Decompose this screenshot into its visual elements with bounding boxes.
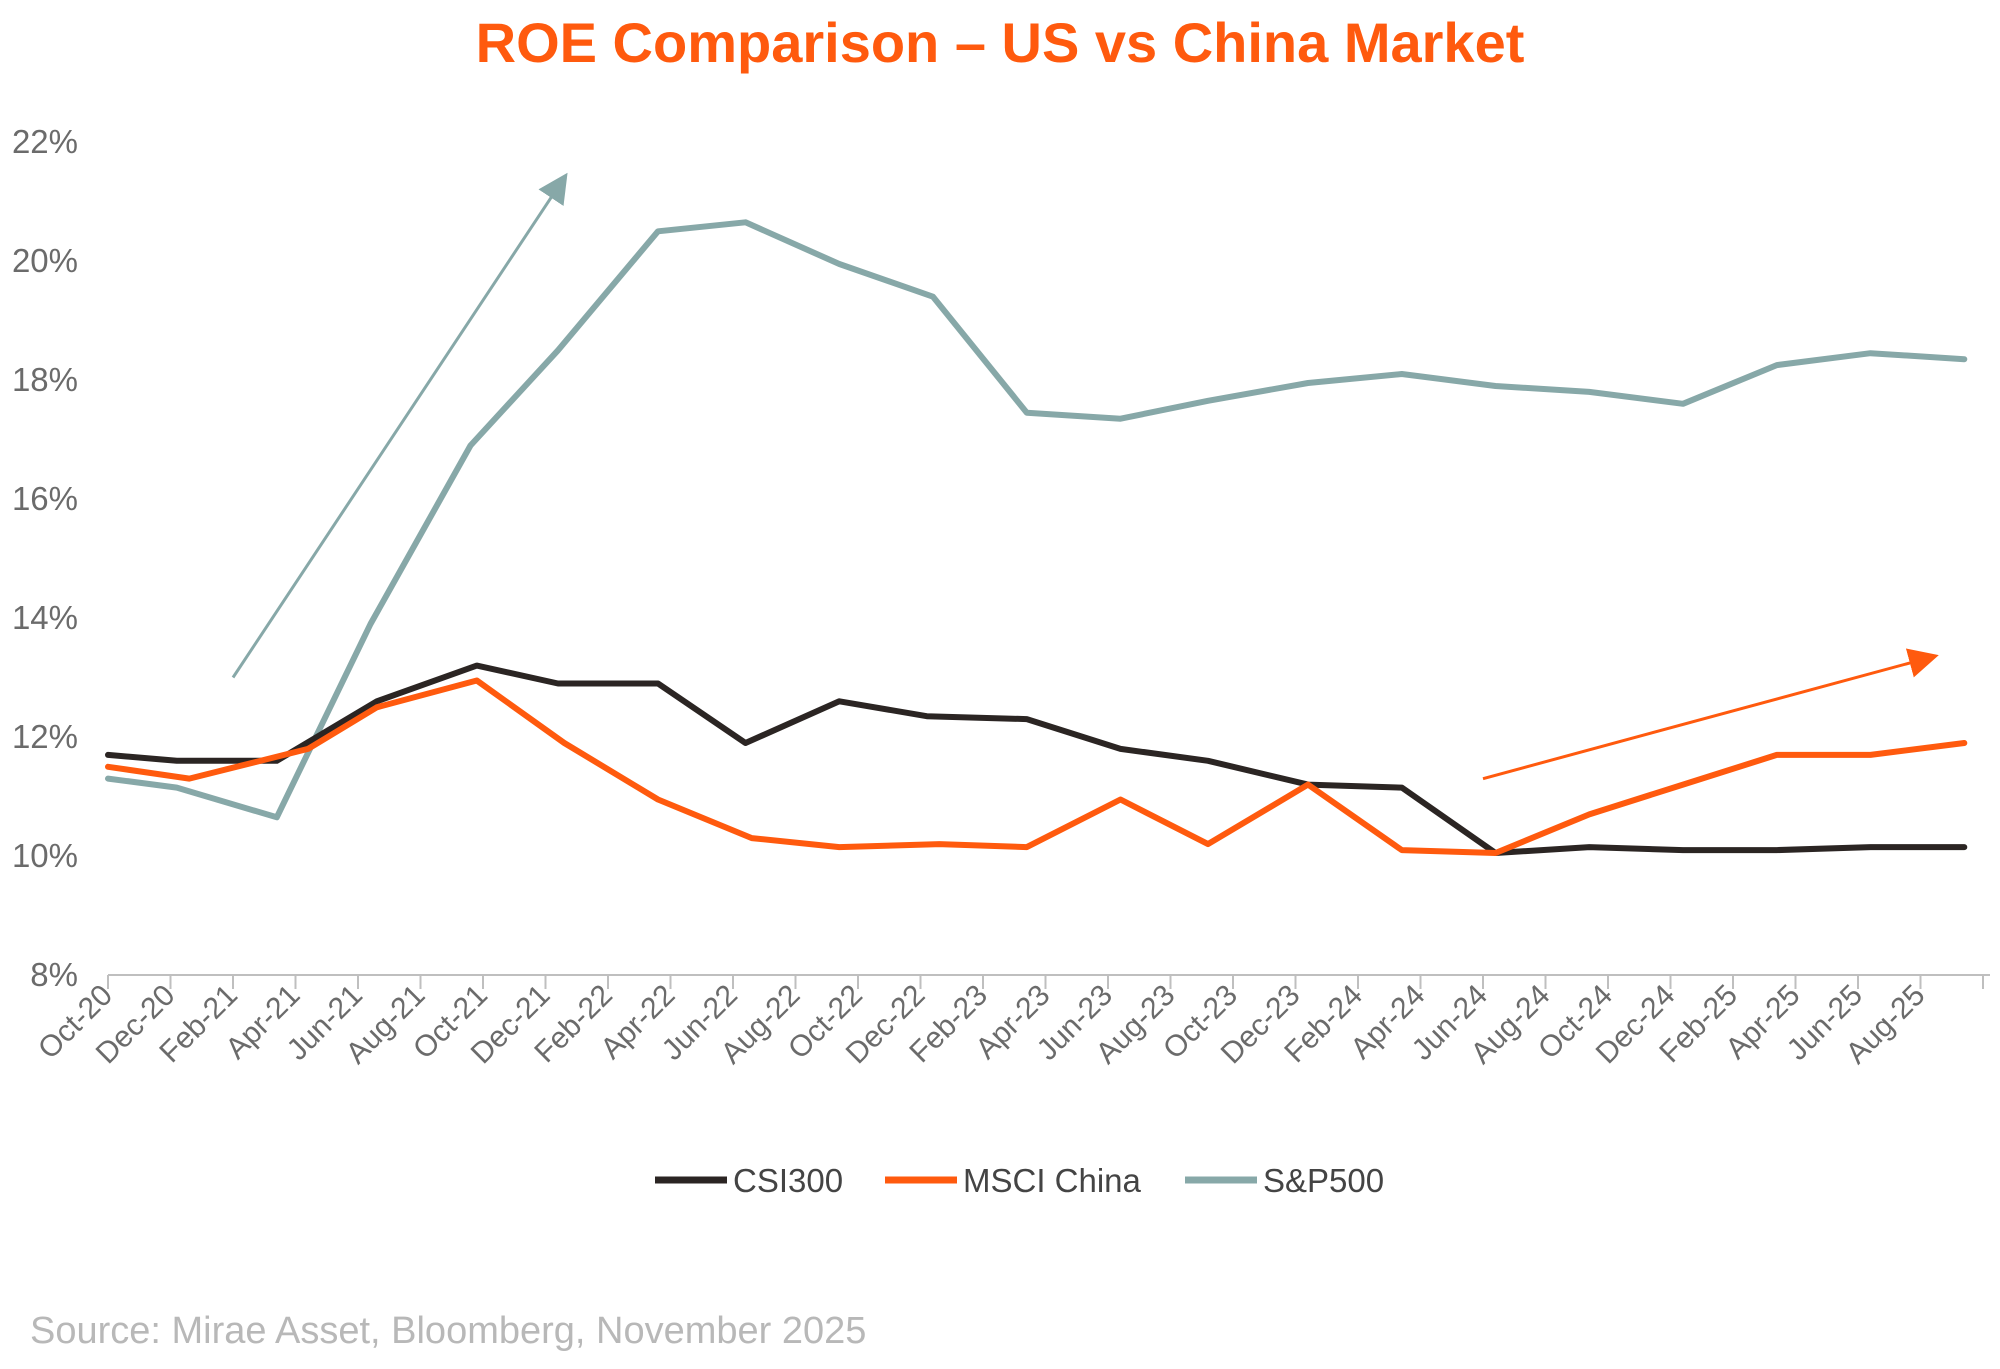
y-tick-label: 8% <box>30 956 78 993</box>
y-tick-label: 10% <box>12 837 78 874</box>
y-tick-label: 18% <box>12 361 78 398</box>
x-axis: Oct-20Dec-20Feb-21Apr-21Jun-21Aug-21Oct-… <box>32 974 1990 1070</box>
series-line-msci-china <box>105 677 1968 856</box>
us-uptrend-arrow <box>231 172 568 679</box>
chart-title: ROE Comparison – US vs China Market <box>475 11 1525 74</box>
legend: CSI300 MSCI China S&P500 <box>655 1162 1384 1199</box>
y-axis: 8% 10% 12% 14% 16% 18% 20% 22% <box>12 123 78 993</box>
china-uptrend-arrow <box>1482 648 1939 781</box>
y-tick-label: 16% <box>12 480 78 517</box>
y-tick-label: 12% <box>12 718 78 755</box>
series-line-s-p500 <box>105 219 1968 821</box>
y-tick-label: 14% <box>12 599 78 636</box>
legend-label-msci-china: MSCI China <box>963 1162 1142 1199</box>
y-tick-label: 22% <box>12 123 78 160</box>
y-tick-label: 20% <box>12 242 78 279</box>
trend-arrows <box>231 172 1939 781</box>
legend-label-s-p500: S&P500 <box>1263 1162 1384 1199</box>
legend-label-csi300: CSI300 <box>733 1162 843 1199</box>
source-note: Source: Mirae Asset, Bloomberg, November… <box>30 1310 867 1352</box>
line-chart: 8% 10% 12% 14% 16% 18% 20% 22% Oct-20Dec-20Feb-… <box>12 123 1990 1199</box>
series-line-csi300 <box>105 662 1968 856</box>
series-lines <box>105 219 1968 856</box>
